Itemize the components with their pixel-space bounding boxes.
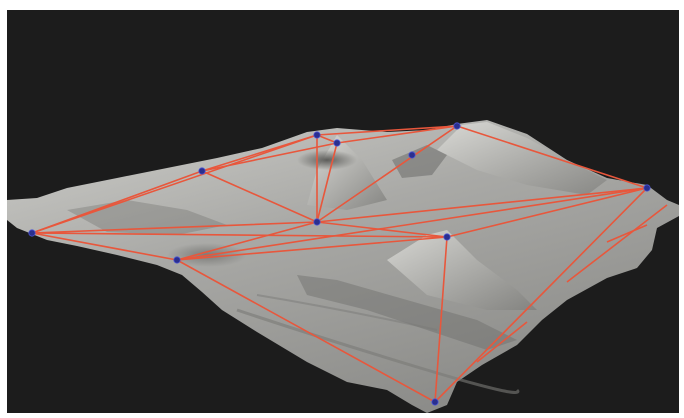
network-node[interactable] — [28, 229, 36, 237]
network-edge — [566, 204, 668, 283]
network-node[interactable] — [313, 218, 321, 226]
network-edge — [434, 236, 448, 403]
network-edge — [176, 259, 436, 403]
network-edge — [476, 321, 528, 363]
terrain-ridge — [387, 230, 537, 310]
terrain-ridge — [437, 122, 607, 195]
network-edge — [201, 142, 338, 172]
network-node[interactable] — [333, 139, 341, 147]
network-edge — [316, 221, 448, 238]
network-edge — [201, 170, 318, 223]
terrain-gully — [236, 308, 520, 394]
network-node[interactable] — [313, 131, 321, 139]
network-edge — [31, 221, 318, 234]
network-edge — [316, 187, 648, 223]
network-edges — [31, 125, 668, 403]
network-node[interactable] — [408, 151, 416, 159]
network-edge — [176, 187, 648, 261]
network-node[interactable] — [443, 233, 451, 241]
3d-viewport[interactable] — [7, 10, 679, 413]
terrain-shadow — [392, 145, 447, 178]
terrain-pit — [297, 150, 357, 170]
network-edge — [176, 236, 448, 261]
terrain-scene — [7, 120, 679, 413]
network-node[interactable] — [453, 122, 461, 130]
network-edge — [336, 125, 458, 144]
network-edge — [31, 232, 448, 238]
terrain-surface — [7, 120, 679, 413]
network-edge — [446, 187, 648, 238]
network-edge — [606, 224, 648, 243]
terrain-gully — [256, 294, 438, 331]
network-node[interactable] — [431, 398, 439, 406]
network-edge — [434, 187, 648, 403]
network-edge — [316, 125, 458, 223]
network-edge — [31, 134, 318, 234]
network-edge — [316, 125, 458, 136]
terrain-shadow — [297, 275, 517, 350]
network-node[interactable] — [198, 167, 206, 175]
network-node[interactable] — [643, 184, 651, 192]
network-nodes — [28, 122, 651, 406]
network-edge — [176, 221, 318, 261]
network-edge — [316, 142, 338, 223]
network-edge — [31, 232, 178, 261]
network-node[interactable] — [173, 256, 181, 264]
network-edge — [456, 125, 648, 189]
